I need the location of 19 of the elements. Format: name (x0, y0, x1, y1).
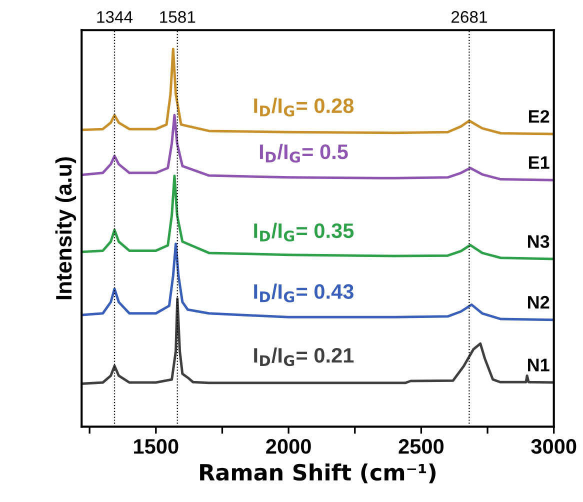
x-tick-label: 1500 (134, 439, 178, 454)
x-tick-label: 3000 (531, 439, 576, 454)
annotation: I$_{D}$/I$_{G}$= 0.43 (254, 284, 354, 302)
x-tick-label: 2000 (266, 439, 311, 454)
ref-line-label: 1581 (160, 11, 196, 23)
series-label: N3 (528, 235, 550, 248)
ref-line-label: 2681 (452, 11, 487, 23)
series-label: N2 (528, 296, 550, 309)
annotation: I$_{D}$/I$_{G}$= 0.35 (254, 222, 354, 242)
series-label: N1 (528, 358, 550, 372)
y-axis-title: Intensity (a.u) (55, 157, 76, 300)
annotation: I$_{D}$/I$_{G}$= 0.28 (254, 98, 354, 117)
annotation: I$_{D}$/I$_{G}$= 0.5 (260, 144, 348, 163)
x-tick-label: 2500 (398, 439, 444, 454)
series-label: E1 (528, 156, 550, 169)
x-axis-title: Raman Shift (cm⁻¹) (200, 463, 436, 484)
series-label: E2 (528, 110, 550, 123)
ref-line-label: 1344 (97, 11, 133, 23)
annotation: I$_{D}$/I$_{G}$= 0.21 (254, 347, 354, 366)
